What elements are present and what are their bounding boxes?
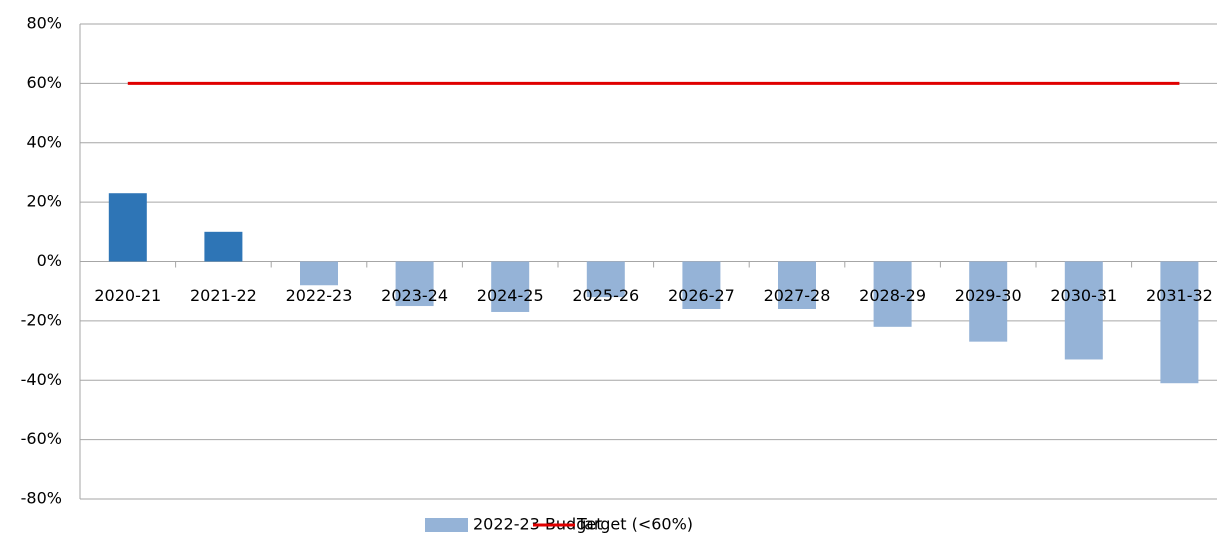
- y-tick-label: 20%: [26, 192, 62, 211]
- y-tick-label: 40%: [26, 132, 62, 151]
- bar: [682, 261, 721, 309]
- legend-label: Target (<60%): [576, 515, 693, 534]
- x-tick-label: 2031-32: [1146, 286, 1213, 305]
- bar: [491, 261, 530, 312]
- x-tick-label: 2028-29: [859, 286, 926, 305]
- bar: [108, 193, 147, 262]
- y-tick-label: 60%: [26, 73, 62, 92]
- x-tick-label: 2023-24: [381, 286, 448, 305]
- y-tick-label: -80%: [21, 489, 62, 508]
- x-tick-label: 2025-26: [572, 286, 639, 305]
- bar: [969, 261, 1008, 342]
- bar: [1064, 261, 1103, 360]
- x-tick-label: 2030-31: [1050, 286, 1117, 305]
- bar: [586, 261, 625, 298]
- bar: [204, 231, 243, 262]
- bar: [873, 261, 912, 327]
- y-tick-label: 0%: [37, 251, 62, 270]
- x-tick-label: 2029-30: [955, 286, 1022, 305]
- y-tick-label: -40%: [21, 370, 62, 389]
- legend-swatch: [425, 518, 468, 532]
- bar: [1160, 261, 1199, 384]
- x-tick-label: 2020-21: [94, 286, 161, 305]
- bar: [395, 261, 434, 307]
- x-tick-label: 2026-27: [668, 286, 735, 305]
- x-tick-label: 2021-22: [190, 286, 257, 305]
- bar: [778, 261, 816, 309]
- x-tick-label: 2027-28: [764, 286, 831, 305]
- y-tick-label: -20%: [21, 310, 62, 329]
- y-tick-label: -60%: [21, 429, 62, 448]
- y-tick-label: 80%: [26, 14, 62, 33]
- x-tick-label: 2024-25: [477, 286, 544, 305]
- bar: [300, 261, 338, 286]
- x-tick-label: 2022-23: [286, 286, 353, 305]
